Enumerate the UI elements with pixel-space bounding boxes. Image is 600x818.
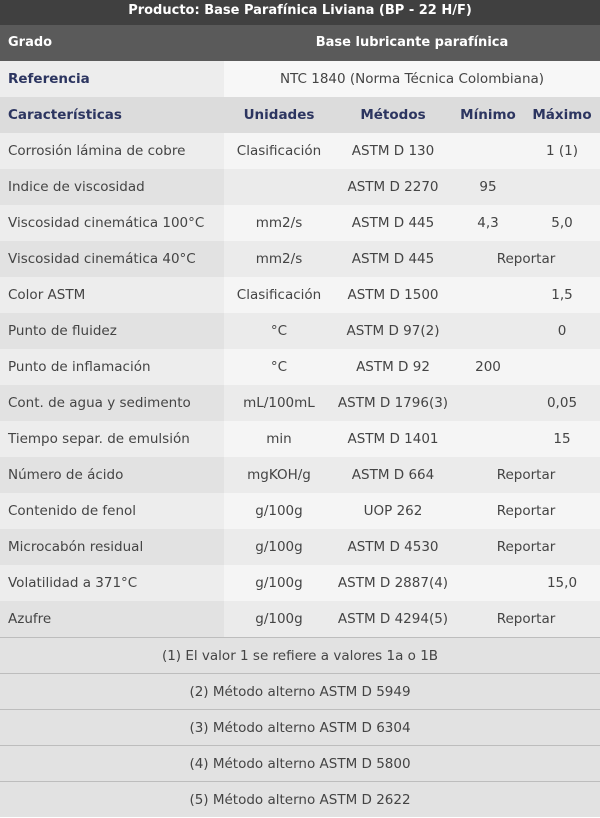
max-cell: 1,5 xyxy=(551,287,573,303)
column-header-row: Características Unidades Métodos Mínimo … xyxy=(0,97,600,133)
data-table-body: Corrosión lámina de cobre Clasificación AS… xyxy=(0,133,600,637)
min-cell xyxy=(452,385,524,421)
table-row: Tiempo separ. de emulsión min ASTM D 1401 1… xyxy=(0,421,600,457)
min-cell xyxy=(452,277,524,313)
table-row: Microcabón residual g/100g ASTM D 4530 Repo… xyxy=(0,529,600,565)
reportar-cell: Reportar xyxy=(496,467,556,483)
col-header-caracteristicas: Características xyxy=(8,107,122,123)
unit-cell: g/100g xyxy=(255,575,303,591)
col-header-unidades: Unidades xyxy=(243,107,315,123)
referencia-label: Referencia xyxy=(0,61,224,97)
col-header-metodos: Métodos xyxy=(360,107,426,123)
characteristic-name: Tiempo separ. de emulsión xyxy=(0,421,224,457)
characteristic-name: Punto de fluidez xyxy=(0,313,224,349)
col-header-maximo: Máximo xyxy=(532,107,592,123)
characteristic-name: Viscosidad cinemática 40°C xyxy=(0,241,224,277)
table-row: Viscosidad cinemática 100°C mm2/s ASTM D 4… xyxy=(0,205,600,241)
min-cell xyxy=(452,421,524,457)
method-cell: ASTM D 97(2) xyxy=(346,323,440,339)
characteristic-name: Indice de viscosidad xyxy=(0,169,224,205)
max-cell: 0 xyxy=(557,323,567,339)
characteristic-name: Contenido de fenol xyxy=(0,493,224,529)
method-cell: UOP 262 xyxy=(363,503,423,519)
min-cell: 200 xyxy=(475,359,501,375)
table-row: Punto de fluidez °C ASTM D 97(2) 0 xyxy=(0,313,600,349)
unit-cell: g/100g xyxy=(255,539,303,555)
grado-value: Base lubricante parafínica xyxy=(315,35,509,50)
characteristic-name: Volatilidad a 371°C xyxy=(0,565,224,601)
unit-cell: mm2/s xyxy=(255,215,303,231)
reportar-cell: Reportar xyxy=(496,611,556,627)
max-cell: 15,0 xyxy=(546,575,578,591)
reportar-cell: Reportar xyxy=(496,539,556,555)
min-cell xyxy=(452,313,524,349)
grado-row: Grado Base lubricante parafínica xyxy=(0,25,600,61)
max-cell: 1 (1) xyxy=(545,143,578,159)
footnote: (1) El valor 1 se refiere a valores 1a o… xyxy=(0,637,600,673)
footnote: (4) Método alterno ASTM D 5800 xyxy=(0,745,600,781)
characteristic-name: Viscosidad cinemática 100°C xyxy=(0,205,224,241)
unit-cell: mm2/s xyxy=(255,251,303,267)
table-row: Indice de viscosidad ASTM D 2270 95 xyxy=(0,169,600,205)
footnote: (3) Método alterno ASTM D 6304 xyxy=(0,709,600,745)
method-cell: ASTM D 1500 xyxy=(347,287,439,303)
unit-cell: g/100g xyxy=(255,611,303,627)
method-cell: ASTM D 1401 xyxy=(347,431,439,447)
unit-cell: Clasificación xyxy=(236,143,322,159)
characteristic-name: Azufre xyxy=(0,601,224,637)
characteristic-name: Corrosión lámina de cobre xyxy=(0,133,224,169)
table-row: Volatilidad a 371°C g/100g ASTM D 2887(4) 1… xyxy=(0,565,600,601)
table-row: Color ASTM Clasificación ASTM D 1500 1,5 xyxy=(0,277,600,313)
method-cell: ASTM D 2270 xyxy=(347,179,439,195)
table-row: Punto de inflamación °C ASTM D 92 200 xyxy=(0,349,600,385)
unit-cell xyxy=(224,169,334,205)
reportar-cell: Reportar xyxy=(496,251,556,267)
max-cell xyxy=(524,349,600,385)
characteristic-name: Cont. de agua y sedimento xyxy=(0,385,224,421)
product-title: Producto: Base Parafínica Liviana (BP - … xyxy=(0,0,600,25)
method-cell: ASTM D 4294(5) xyxy=(337,611,449,627)
characteristic-name: Microcabón residual xyxy=(0,529,224,565)
method-cell: ASTM D 2887(4) xyxy=(337,575,449,591)
max-cell xyxy=(524,169,600,205)
method-cell: ASTM D 1796(3) xyxy=(337,395,449,411)
unit-cell: g/100g xyxy=(255,503,303,519)
reportar-cell: Reportar xyxy=(496,503,556,519)
unit-cell: mgKOH/g xyxy=(247,467,311,483)
characteristic-name: Punto de inflamación xyxy=(0,349,224,385)
method-cell: ASTM D 4530 xyxy=(347,539,439,555)
characteristic-name: Número de ácido xyxy=(0,457,224,493)
method-cell: ASTM D 445 xyxy=(351,215,435,231)
unit-cell: min xyxy=(266,431,292,447)
table-row: Contenido de fenol g/100g UOP 262 Reportar xyxy=(0,493,600,529)
footnote: (2) Método alterno ASTM D 5949 xyxy=(0,673,600,709)
unit-cell: °C xyxy=(270,359,288,375)
characteristic-name: Color ASTM xyxy=(0,277,224,313)
method-cell: ASTM D 130 xyxy=(351,143,435,159)
table-row: Cont. de agua y sedimento mL/100mL ASTM D … xyxy=(0,385,600,421)
max-cell: 5,0 xyxy=(551,215,573,231)
footnote: (5) Método alterno ASTM D 2622 xyxy=(0,781,600,817)
table-row: Viscosidad cinemática 40°C mm2/s ASTM D 44… xyxy=(0,241,600,277)
unit-cell: °C xyxy=(270,323,288,339)
min-cell xyxy=(452,565,524,601)
min-cell xyxy=(452,133,524,169)
col-header-minimo: Mínimo xyxy=(460,107,516,123)
table-row: Número de ácido mgKOH/g ASTM D 664 Reportar xyxy=(0,457,600,493)
table-row: Azufre g/100g ASTM D 4294(5) Reportar xyxy=(0,601,600,637)
max-cell: 15 xyxy=(553,431,571,447)
min-cell: 95 xyxy=(479,179,497,195)
method-cell: ASTM D 664 xyxy=(351,467,435,483)
referencia-row: Referencia NTC 1840 (Norma Técnica Colom… xyxy=(0,61,600,97)
unit-cell: mL/100mL xyxy=(243,395,315,411)
referencia-value: NTC 1840 (Norma Técnica Colombiana) xyxy=(224,61,600,97)
table-row: Corrosión lámina de cobre Clasificación AS… xyxy=(0,133,600,169)
method-cell: ASTM D 92 xyxy=(356,359,430,375)
max-cell: 0,05 xyxy=(546,395,578,411)
method-cell: ASTM D 445 xyxy=(351,251,435,267)
grado-label: Grado xyxy=(8,35,53,50)
unit-cell: Clasificación xyxy=(236,287,322,303)
footnotes: (1) El valor 1 se refiere a valores 1a o… xyxy=(0,637,600,817)
min-cell: 4,3 xyxy=(477,215,499,231)
